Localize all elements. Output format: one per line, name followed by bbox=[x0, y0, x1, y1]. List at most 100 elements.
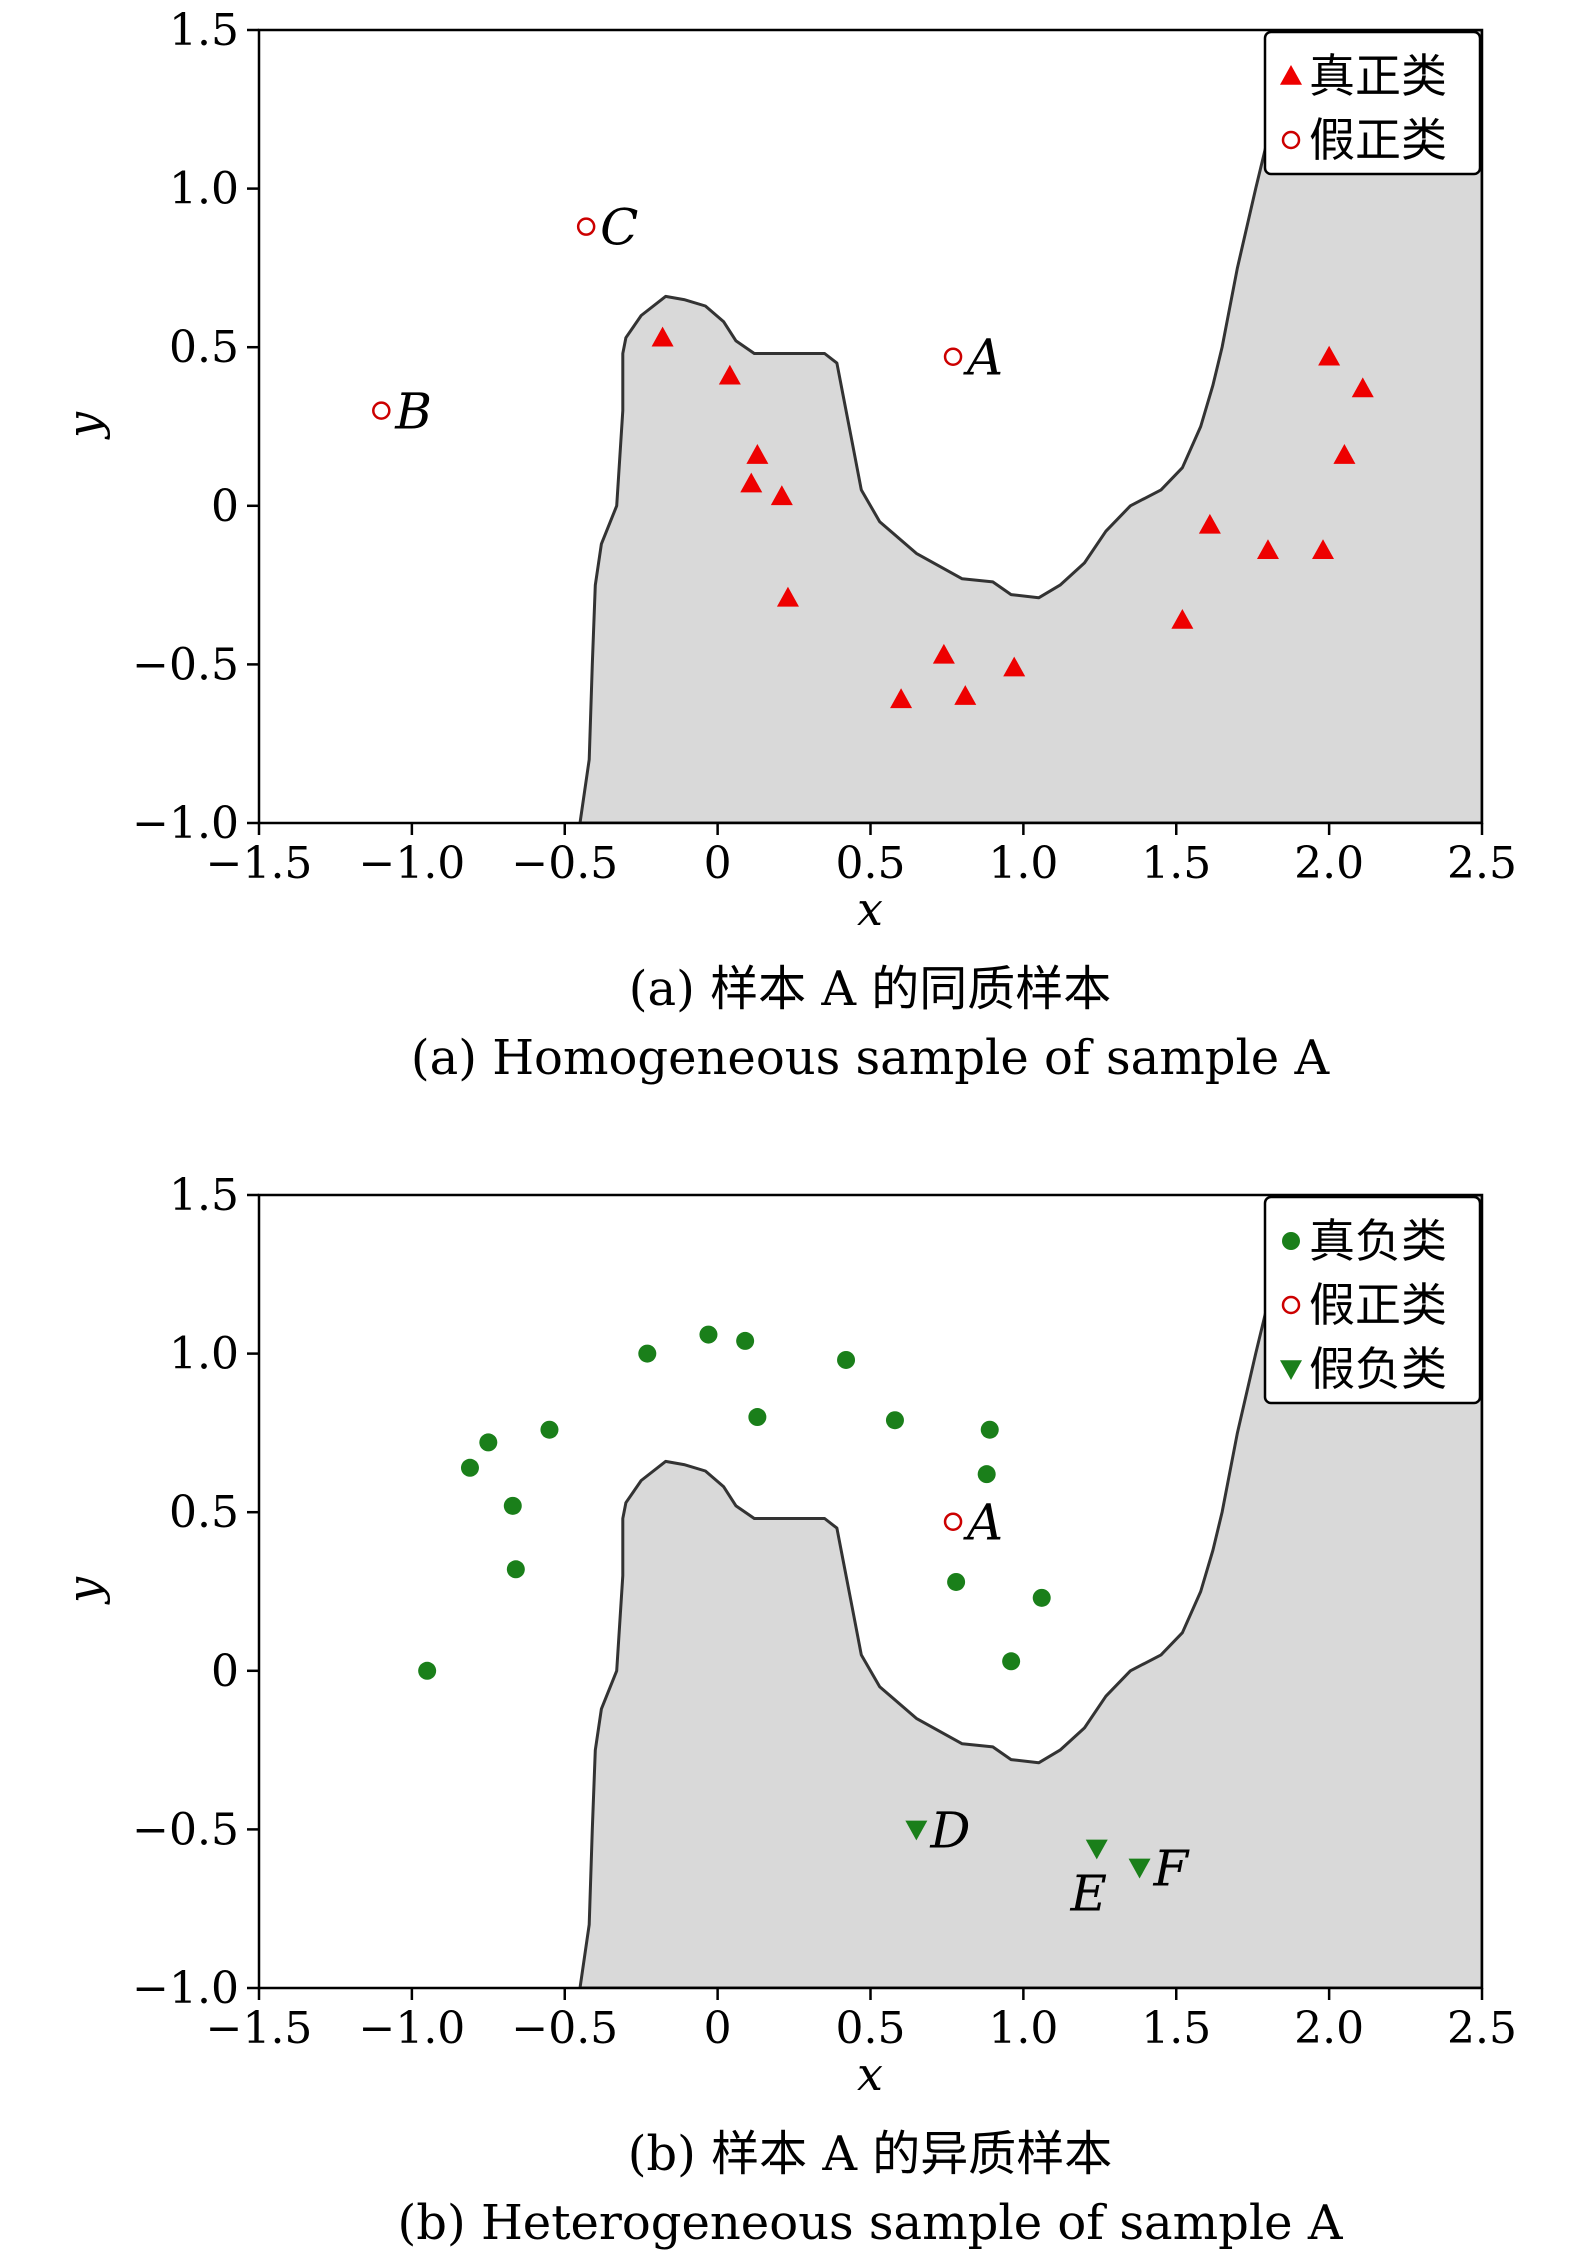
x-tick-label: 2.0 bbox=[1294, 2003, 1364, 2054]
y-tick-label: 1.5 bbox=[169, 1170, 239, 1221]
x-tick-label: −1.5 bbox=[206, 838, 313, 889]
x-tick-label: 1.0 bbox=[988, 838, 1058, 889]
data-point bbox=[540, 1420, 559, 1439]
y-tick-label: 1.0 bbox=[169, 164, 239, 215]
y-tick-label: 0.5 bbox=[169, 1487, 239, 1538]
data-point bbox=[1333, 444, 1356, 464]
x-tick-label: 2.5 bbox=[1447, 2003, 1517, 2054]
data-point bbox=[954, 685, 977, 705]
legend-label: 假正类 bbox=[1309, 1278, 1447, 1332]
x-tick-label: 0.5 bbox=[836, 2003, 906, 2054]
x-axis-label: x bbox=[857, 2047, 883, 2101]
x-axis-label: x bbox=[857, 882, 883, 936]
y-tick-label: −0.5 bbox=[132, 1804, 239, 1855]
x-tick-label: 0 bbox=[704, 2003, 732, 2054]
point-label-a: A bbox=[963, 1494, 1003, 1552]
data-point bbox=[638, 1344, 657, 1363]
y-tick-label: 0 bbox=[211, 481, 239, 532]
y-tick-label: −1.0 bbox=[132, 798, 239, 849]
data-point bbox=[1032, 1588, 1051, 1607]
data-point bbox=[890, 688, 913, 709]
panel-b: −1.5 −1.0 −0.5 0 0.5 1.0 1.5 2.0 2.5−1.0−0.500.5… bbox=[57, 1170, 1517, 2251]
y-tick-label: 1.5 bbox=[169, 5, 239, 56]
x-tick-label: 1.5 bbox=[1141, 2003, 1211, 2054]
data-point bbox=[1085, 1839, 1108, 1860]
data-point bbox=[1128, 1858, 1151, 1879]
decision-region bbox=[578, 1195, 1482, 1988]
data-point bbox=[1312, 539, 1335, 560]
x-tick-label: 0 bbox=[704, 838, 732, 889]
x-tick-label: 2.5 bbox=[1447, 838, 1517, 889]
data-point bbox=[885, 1411, 904, 1430]
legend-label: 假正类 bbox=[1309, 113, 1447, 167]
data-point bbox=[1351, 377, 1374, 398]
data-point bbox=[932, 643, 955, 664]
data-point bbox=[905, 1820, 928, 1841]
data-point bbox=[1256, 539, 1279, 560]
point-label-a: A bbox=[963, 329, 1003, 387]
x-tick-label: −1.0 bbox=[358, 838, 465, 889]
data-point bbox=[506, 1560, 525, 1579]
legend-marker bbox=[1281, 130, 1301, 150]
data-point bbox=[943, 347, 963, 366]
data-point bbox=[736, 1331, 755, 1350]
data-point bbox=[479, 1433, 498, 1452]
legend-marker bbox=[1281, 1295, 1301, 1315]
point-label-e: E bbox=[1070, 1864, 1108, 1922]
x-tick-label: −1.5 bbox=[206, 2003, 313, 2054]
data-point bbox=[718, 364, 741, 385]
legend-box bbox=[1263, 30, 1482, 176]
data-point bbox=[980, 1420, 999, 1439]
y-tick-label: −0.5 bbox=[132, 639, 239, 690]
legend-marker bbox=[1280, 1360, 1302, 1380]
caption-english: (a) Homogeneous sample of sample A bbox=[411, 1030, 1331, 1086]
x-tick-label: 0.5 bbox=[836, 838, 906, 889]
data-point bbox=[1171, 608, 1194, 629]
data-point bbox=[460, 1458, 479, 1477]
data-point bbox=[977, 1465, 996, 1484]
legend-marker bbox=[1282, 1232, 1300, 1250]
y-tick-label: −1.0 bbox=[132, 1963, 239, 2014]
data-point bbox=[372, 401, 391, 420]
data-point bbox=[947, 1572, 966, 1591]
data-point bbox=[1002, 1652, 1021, 1671]
data-point bbox=[699, 1325, 718, 1344]
point-label-c: C bbox=[600, 199, 638, 257]
x-tick-label: −0.5 bbox=[511, 838, 618, 889]
caption-english: (b) Heterogeneous sample of sample A bbox=[398, 2195, 1344, 2251]
data-point bbox=[576, 217, 596, 236]
x-tick-label: −1.0 bbox=[358, 2003, 465, 2054]
point-label-b: B bbox=[394, 383, 432, 441]
y-axis-label: y bbox=[57, 411, 111, 440]
legend-label: 真负类 bbox=[1309, 1214, 1447, 1268]
y-axis-label: y bbox=[57, 1576, 111, 1605]
data-point bbox=[748, 1408, 767, 1427]
decision-region bbox=[578, 30, 1482, 823]
data-point bbox=[943, 1512, 963, 1531]
data-point bbox=[418, 1661, 437, 1680]
point-label-f: F bbox=[1153, 1839, 1191, 1897]
x-tick-label: 1.0 bbox=[988, 2003, 1058, 2054]
data-point bbox=[740, 472, 763, 493]
caption-chinese: (a) 样本 A 的同质样本 bbox=[629, 961, 1112, 1017]
legend-label: 假负类 bbox=[1309, 1342, 1447, 1396]
panel-a: −1.5 −1.0 −0.5 0 0.5 1.0 1.5 2.0 2.5−1.0−0.500.5… bbox=[57, 5, 1517, 1086]
x-tick-label: 1.5 bbox=[1141, 838, 1211, 889]
x-tick-label: 2.0 bbox=[1294, 838, 1364, 889]
legend-box bbox=[1263, 1195, 1482, 1405]
y-tick-label: 1.0 bbox=[169, 1329, 239, 1380]
data-point bbox=[776, 586, 799, 607]
data-point bbox=[1198, 513, 1221, 534]
point-label-d: D bbox=[929, 1801, 970, 1859]
data-point bbox=[503, 1496, 522, 1515]
data-point bbox=[1003, 656, 1026, 677]
y-tick-label: 0 bbox=[211, 1646, 239, 1697]
y-tick-label: 0.5 bbox=[169, 322, 239, 373]
data-point bbox=[651, 326, 674, 347]
data-point bbox=[837, 1350, 856, 1369]
data-point bbox=[746, 444, 769, 464]
legend-label: 真正类 bbox=[1309, 49, 1447, 103]
